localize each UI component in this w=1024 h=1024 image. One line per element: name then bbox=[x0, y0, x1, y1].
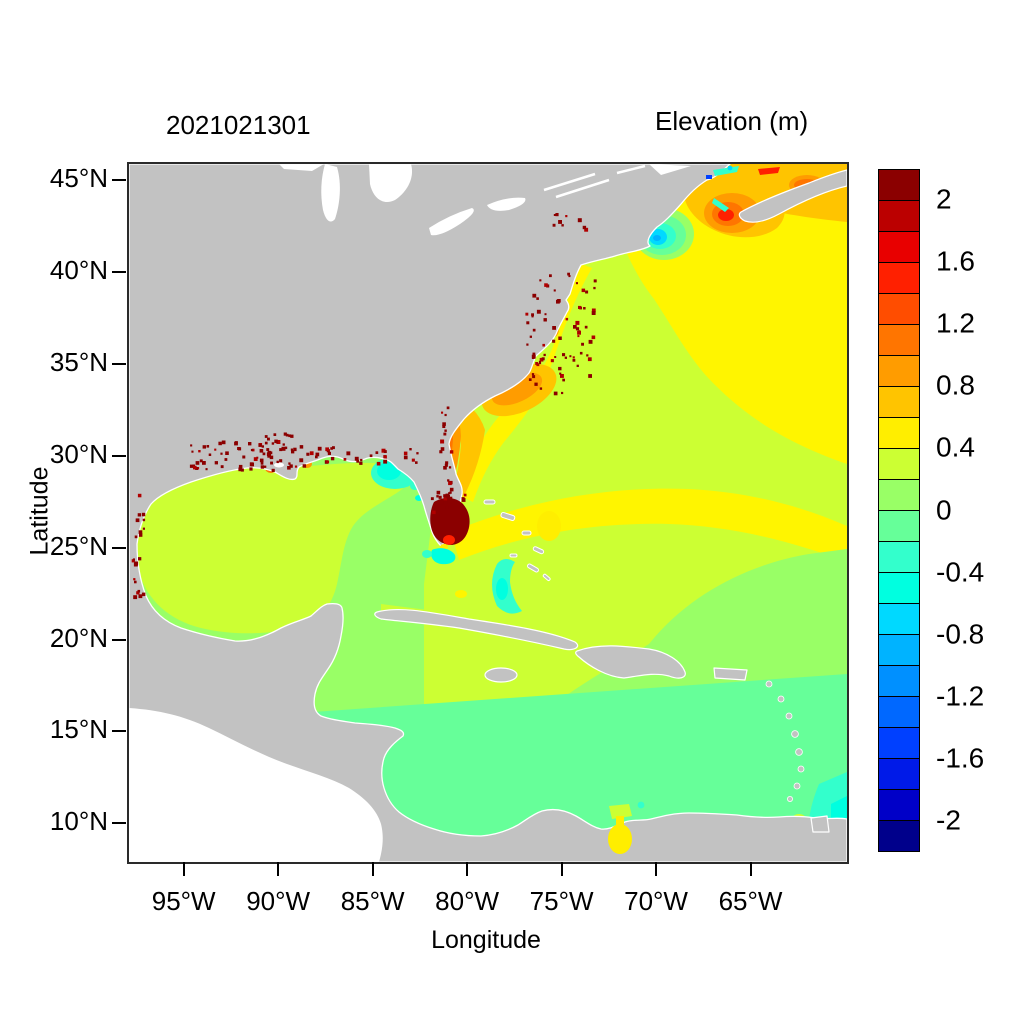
colorbar-tick-label: -0.8 bbox=[936, 618, 985, 650]
st-lawrence-river bbox=[543, 164, 646, 199]
lake-huron bbox=[369, 164, 413, 203]
colorbar-cell bbox=[879, 325, 919, 356]
bahamas-yellow-spot bbox=[537, 511, 561, 541]
y-tick-label: 35°N bbox=[49, 346, 108, 377]
x-tick-label: 85°W bbox=[340, 886, 405, 916]
x-axis-title: Longitude bbox=[431, 926, 541, 954]
south-florida-surge-maximum bbox=[422, 498, 470, 565]
lake-ontario bbox=[487, 197, 526, 211]
colorbar-cell bbox=[879, 387, 919, 418]
colorbar-cell bbox=[879, 201, 919, 232]
y-tick-label: 10°N bbox=[49, 806, 108, 837]
colorbar-tick-label: 0.8 bbox=[936, 369, 975, 401]
lake-superior bbox=[279, 164, 324, 171]
trinidad-island bbox=[810, 815, 830, 833]
nova-scotia-island bbox=[738, 169, 847, 223]
colorbar-cell bbox=[879, 480, 919, 511]
colorbar-tick-label: -2 bbox=[936, 804, 961, 836]
x-tick-label: 70°W bbox=[624, 886, 688, 916]
x-tick-mark bbox=[277, 862, 280, 876]
st-lawrence-estuary bbox=[649, 164, 691, 175]
y-tick-mark bbox=[112, 454, 126, 457]
colorbar-cell bbox=[879, 542, 919, 573]
pacific-ocean-no-data bbox=[129, 708, 383, 862]
colorbar-cell bbox=[879, 356, 919, 387]
x-tick-mark bbox=[371, 862, 374, 876]
x-tick-label: 90°W bbox=[246, 886, 311, 916]
great-lakes-no-data bbox=[279, 164, 691, 236]
x-tick-mark bbox=[655, 862, 658, 876]
colorbar-cell bbox=[879, 449, 919, 480]
elevation-colorbar bbox=[878, 169, 920, 852]
x-tick-mark bbox=[182, 862, 185, 876]
lake-maracaibo-high bbox=[608, 801, 645, 854]
x-tick-label: 80°W bbox=[435, 886, 500, 916]
x-tick-mark bbox=[749, 862, 752, 876]
y-tick-label: 30°N bbox=[49, 438, 108, 469]
hispaniola-island bbox=[575, 645, 686, 679]
colorbar-cell bbox=[879, 728, 919, 759]
y-tick-label: 25°N bbox=[49, 530, 108, 561]
gulf-of-mexico-yellowgreen bbox=[132, 459, 408, 634]
elevation-contour-map bbox=[129, 164, 847, 862]
lesser-antilles-islands bbox=[765, 680, 805, 803]
y-tick-label: 40°N bbox=[49, 255, 108, 286]
colorbar-cell bbox=[879, 232, 919, 263]
lake-erie bbox=[429, 208, 474, 236]
y-tick-mark bbox=[112, 363, 126, 366]
puerto-rico-island bbox=[713, 667, 748, 681]
x-tick-mark bbox=[466, 862, 469, 876]
colorbar-tick-label: -1.2 bbox=[936, 680, 985, 712]
y-tick-label: 15°N bbox=[49, 714, 108, 745]
colorbar-tick-label: -0.4 bbox=[936, 555, 985, 587]
y-tick-mark bbox=[112, 179, 126, 182]
colorbar-tick-label: 1.2 bbox=[936, 307, 975, 339]
x-tick-label: 95°W bbox=[151, 886, 216, 916]
bay-of-fundy-anomalies bbox=[706, 165, 780, 212]
x-tick-mark bbox=[560, 862, 563, 876]
colorbar-tick-label: 0.4 bbox=[936, 431, 975, 463]
bahamas-islands bbox=[483, 499, 551, 581]
colorbar-cell bbox=[879, 635, 919, 666]
colorbar-cell bbox=[879, 418, 919, 449]
jamaica-island bbox=[484, 667, 518, 683]
x-tick-label: 65°W bbox=[718, 886, 783, 916]
colorbar-cell bbox=[879, 511, 919, 542]
figure-date-title: 2021021301 bbox=[166, 110, 311, 140]
x-tick-label: 75°W bbox=[529, 886, 594, 916]
colorbar-tick-label: 2 bbox=[936, 183, 952, 215]
colorbar-cell bbox=[879, 263, 919, 294]
colorbar-cell bbox=[879, 170, 919, 201]
colorbar-cell bbox=[879, 573, 919, 604]
colorbar-cell bbox=[879, 294, 919, 325]
lake-pontchartrain bbox=[274, 462, 284, 468]
colorbar-tick-label: -1.6 bbox=[936, 742, 985, 774]
colorbar-cell bbox=[879, 790, 919, 821]
y-tick-mark bbox=[112, 638, 126, 641]
islands bbox=[374, 169, 847, 833]
colorbar-tick-label: 1.6 bbox=[936, 245, 975, 277]
wet-dry-fringe-speckles bbox=[131, 213, 597, 600]
y-tick-mark bbox=[112, 730, 126, 733]
y-tick-mark bbox=[112, 546, 126, 549]
y-tick-label: 45°N bbox=[49, 163, 108, 194]
y-tick-label: 20°N bbox=[49, 622, 108, 653]
bahamas-low-anomaly bbox=[492, 558, 522, 614]
y-tick-mark bbox=[112, 822, 126, 825]
colorbar-cell bbox=[879, 821, 919, 851]
lake-michigan bbox=[321, 164, 340, 222]
colorbar-title: Elevation (m) bbox=[655, 106, 809, 136]
colorbar-cell bbox=[879, 604, 919, 635]
colorbar-cell bbox=[879, 697, 919, 728]
land-north-and-central-america bbox=[129, 164, 847, 862]
y-tick-mark bbox=[112, 271, 126, 274]
colorbar-cell bbox=[879, 666, 919, 697]
map-plot-area bbox=[127, 162, 849, 864]
colorbar-cell bbox=[879, 759, 919, 790]
colorbar-tick-label: 0 bbox=[936, 493, 952, 525]
cuba-island bbox=[374, 608, 579, 651]
